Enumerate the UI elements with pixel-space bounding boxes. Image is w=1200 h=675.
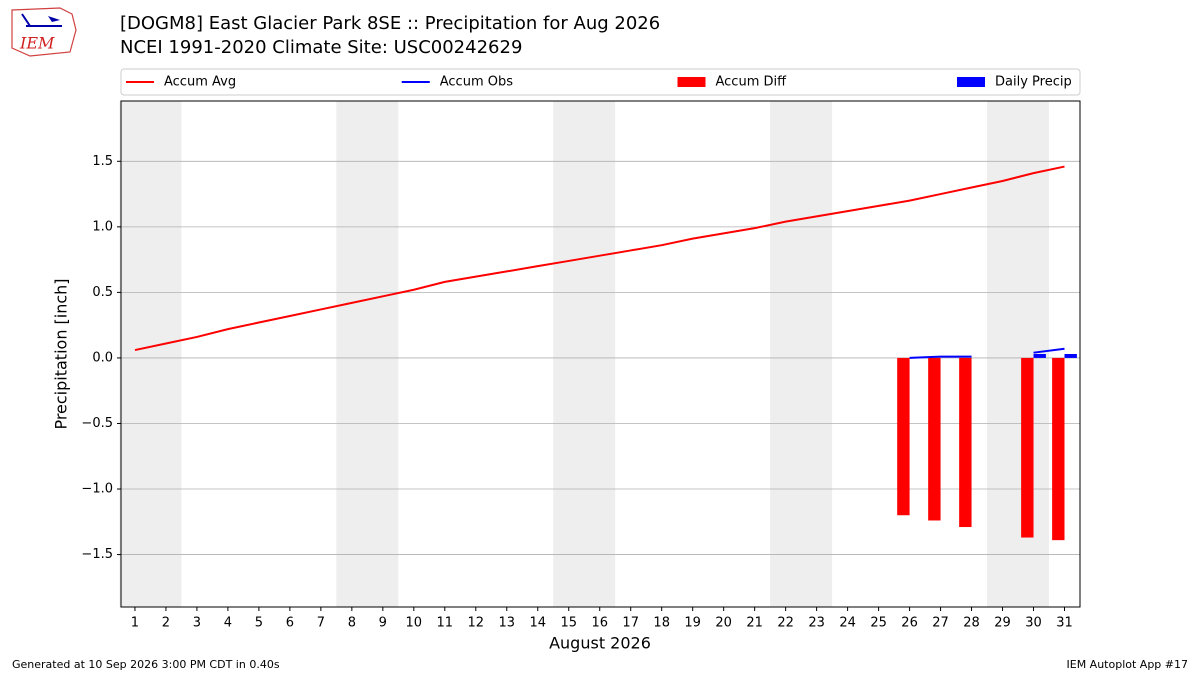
x-tick-label: 22 bbox=[777, 616, 794, 631]
x-tick-label: 14 bbox=[529, 616, 546, 631]
weekend-shade bbox=[336, 101, 399, 607]
x-tick-label: 7 bbox=[317, 616, 325, 631]
legend-label: Accum Avg bbox=[164, 75, 236, 90]
legend-label: Daily Precip bbox=[995, 75, 1072, 90]
x-tick-label: 18 bbox=[653, 616, 670, 631]
x-tick-label: 2 bbox=[162, 616, 170, 631]
legend-swatch bbox=[957, 77, 985, 87]
footer-right: IEM Autoplot App #17 bbox=[1067, 658, 1189, 671]
x-tick-label: 10 bbox=[406, 616, 423, 631]
weekend-shade bbox=[553, 101, 616, 607]
footer-left: Generated at 10 Sep 2026 3:00 PM CDT in … bbox=[12, 658, 280, 671]
line-series bbox=[909, 347, 1065, 359]
x-tick-label: 20 bbox=[715, 616, 732, 631]
bar bbox=[1064, 354, 1077, 358]
bar bbox=[897, 357, 910, 516]
bar bbox=[928, 357, 941, 521]
x-tick-label: 4 bbox=[224, 616, 232, 631]
y-tick-label: 0.5 bbox=[92, 285, 113, 300]
x-tick-label: 16 bbox=[591, 616, 608, 631]
y-tick-label: 1.0 bbox=[92, 219, 113, 234]
x-tick-label: 19 bbox=[684, 616, 701, 631]
weekend-shade bbox=[770, 101, 833, 607]
x-tick-label: 17 bbox=[622, 616, 639, 631]
chart-subtitle: NCEI 1991-2020 Climate Site: USC00242629 bbox=[120, 37, 522, 58]
y-tick-label: −1.0 bbox=[81, 482, 113, 497]
x-tick-label: 26 bbox=[901, 616, 918, 631]
x-tick-label: 12 bbox=[468, 616, 485, 631]
x-tick-label: 13 bbox=[498, 616, 515, 631]
y-tick-label: 0.0 bbox=[92, 350, 113, 365]
bar bbox=[959, 357, 972, 528]
legend-swatch bbox=[677, 77, 706, 87]
x-tick-label: 3 bbox=[193, 616, 201, 631]
legend-label: Accum Diff bbox=[716, 75, 788, 90]
logo-text: IEM bbox=[19, 34, 55, 53]
x-tick-label: 30 bbox=[1025, 616, 1042, 631]
x-tick-label: 25 bbox=[870, 616, 887, 631]
logo: IEM bbox=[11, 7, 77, 57]
plot-frame bbox=[120, 100, 1081, 608]
x-tick-label: 11 bbox=[437, 616, 454, 631]
legend-box bbox=[120, 68, 1081, 96]
y-tick-label: −1.5 bbox=[81, 547, 113, 562]
x-tick-label: 9 bbox=[379, 616, 387, 631]
x-tick-label: 29 bbox=[994, 616, 1011, 631]
chart-title: [DOGM8] East Glacier Park 8SE :: Precipi… bbox=[120, 13, 660, 34]
x-tick-label: 15 bbox=[560, 616, 577, 631]
bar bbox=[1021, 357, 1034, 538]
bar bbox=[1052, 357, 1065, 541]
y-tick-label: 1.5 bbox=[92, 154, 113, 169]
bar bbox=[1033, 354, 1046, 358]
x-tick-label: 31 bbox=[1056, 616, 1073, 631]
plot-area bbox=[119, 101, 1080, 607]
y-axis-label: Precipitation [inch] bbox=[52, 278, 71, 429]
x-tick-label: 28 bbox=[963, 616, 980, 631]
x-tick-label: 6 bbox=[286, 616, 294, 631]
x-tick-label: 27 bbox=[932, 616, 949, 631]
x-tick-label: 1 bbox=[131, 616, 139, 631]
x-tick-label: 8 bbox=[348, 616, 356, 631]
x-axis-label: August 2026 bbox=[549, 634, 651, 653]
line-series bbox=[134, 165, 1065, 352]
legend-label: Accum Obs bbox=[440, 75, 513, 90]
y-tick-label: −0.5 bbox=[81, 416, 113, 431]
x-tick-label: 24 bbox=[839, 616, 856, 631]
x-tick-label: 21 bbox=[746, 616, 763, 631]
weekend-shade bbox=[119, 101, 182, 607]
x-tick-label: 23 bbox=[808, 616, 825, 631]
x-tick-label: 5 bbox=[255, 616, 263, 631]
